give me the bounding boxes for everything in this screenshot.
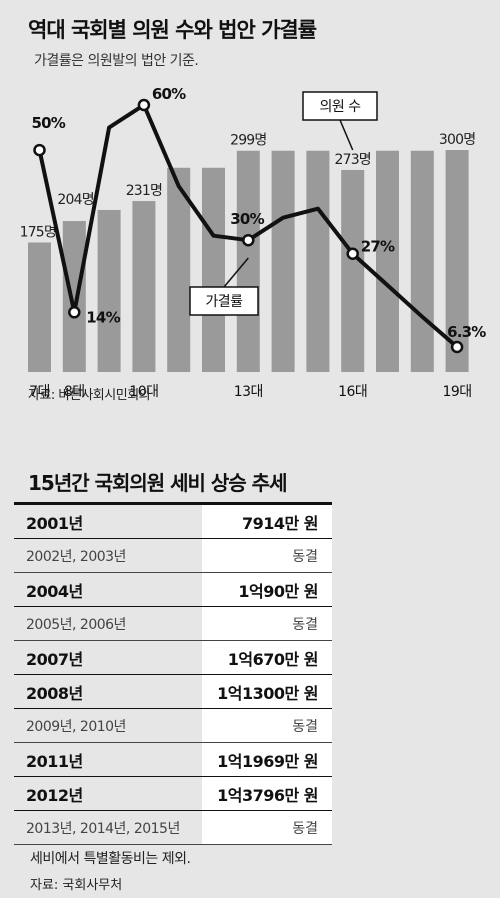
bar-value-label: 273명 xyxy=(334,152,370,168)
line-point xyxy=(450,340,464,354)
bar xyxy=(132,201,156,372)
bar-value-label: 231명 xyxy=(126,183,162,199)
table-row: 2001년 7914만 원 xyxy=(14,505,332,539)
chart-source: 자료: 바른사회시민회의 xyxy=(28,388,151,403)
bar xyxy=(202,167,225,372)
line-point xyxy=(137,98,151,112)
bar xyxy=(271,150,295,372)
combo-chart: 175명 204명 231명 299명 273명 300명 50% 14% 60% 30% 27% 6… xyxy=(20,85,487,400)
bar-value-label: 299명 xyxy=(230,133,266,149)
table-cell-salary: 1억90만 원 xyxy=(202,573,332,606)
table-cell-salary: 7914만 원 xyxy=(202,505,332,538)
bar-callout-box xyxy=(302,91,378,121)
table-row: 2013년, 2014년, 2015년 동결 xyxy=(14,811,332,845)
table-cell-salary: 1억670만 원 xyxy=(202,641,332,674)
table-cell-salary: 동결 xyxy=(202,709,332,742)
bar xyxy=(167,167,191,372)
bar xyxy=(445,150,469,372)
line-callout-leader xyxy=(223,257,249,288)
table-cell-year: 2002년, 2003년 xyxy=(26,548,126,565)
table-row: 2009년, 2010년 동결 xyxy=(14,709,332,743)
chart-subtitle: 가결률은 의원발의 법안 기준. xyxy=(34,53,199,69)
table-cell-salary: 동결 xyxy=(202,607,332,640)
bar xyxy=(341,169,365,372)
table-cell-salary: 1억1300만 원 xyxy=(202,675,332,708)
bar xyxy=(306,150,330,372)
bar xyxy=(28,242,51,372)
table-cell-salary: 동결 xyxy=(202,811,332,844)
bar-value-label: 300명 xyxy=(439,132,475,148)
table-cell-year: 2005년, 2006년 xyxy=(26,616,126,633)
line-callout-box xyxy=(189,286,259,316)
bar-callout-text: 의원 수 xyxy=(319,99,361,115)
x-tick-label: 16대 xyxy=(338,384,367,400)
table-cell-salary: 1억1969만 원 xyxy=(202,743,332,776)
x-tick-label: 10대 xyxy=(129,384,158,400)
line-value-label: 50% xyxy=(32,114,66,132)
line-point xyxy=(346,247,359,260)
salary-table: 2001년 7914만 원 2002년, 2003년 동결 2004년 1억90만 원 20… xyxy=(14,505,332,845)
line-value-label: 14% xyxy=(86,308,120,326)
table-cell-year: 2004년 xyxy=(26,581,83,601)
bar xyxy=(410,150,434,372)
x-tick-label: 7대 xyxy=(29,384,50,400)
table-title: 15년간 국회의원 세비 상승 추세 xyxy=(28,471,287,495)
table-cell-salary: 1억3796만 원 xyxy=(202,777,332,810)
bar xyxy=(376,150,399,372)
table-cell-year: 2008년 xyxy=(26,683,83,703)
table-row: 2005년, 2006년 동결 xyxy=(14,607,332,641)
line-point xyxy=(33,143,46,157)
table-cell-year: 2009년, 2010년 xyxy=(26,718,126,735)
table-cell-year: 2012년 xyxy=(26,785,83,805)
line-point xyxy=(68,306,81,319)
table-cell-salary: 동결 xyxy=(202,539,332,572)
table-row: 2002년, 2003년 동결 xyxy=(14,539,332,573)
line-point xyxy=(242,233,255,247)
chart-title: 역대 국회별 의원 수와 법안 가결률 xyxy=(28,18,317,42)
line-value-label: 27% xyxy=(361,238,395,256)
bar-value-label: 175명 xyxy=(20,225,56,241)
line-callout-text: 가결률 xyxy=(205,294,243,310)
table-row: 2008년 1억1300만 원 xyxy=(14,675,332,709)
x-tick-label: 19대 xyxy=(442,384,471,400)
table-top-rule xyxy=(14,502,332,505)
line-value-label: 30% xyxy=(230,210,264,228)
x-tick-label: 13대 xyxy=(234,384,263,400)
table-cell-year: 2013년, 2014년, 2015년 xyxy=(26,820,180,837)
line-value-label: 6.3% xyxy=(447,323,486,341)
table-row: 2007년 1억670만 원 xyxy=(14,641,332,675)
bar xyxy=(236,150,260,372)
table-source: 자료: 국회사무처 xyxy=(30,878,123,893)
bar xyxy=(97,209,121,372)
bar xyxy=(62,221,86,372)
table-row: 2004년 1억90만 원 xyxy=(14,573,332,607)
bar-value-label: 204명 xyxy=(57,192,93,208)
bar-callout-leader xyxy=(339,119,354,151)
table-cell-year: 2007년 xyxy=(26,649,83,669)
x-tick-label: 8대 xyxy=(64,384,85,400)
table-cell-year: 2001년 xyxy=(26,513,83,533)
table-row: 2012년 1억3796만 원 xyxy=(14,777,332,811)
table-note: 세비에서 특별활동비는 제외. xyxy=(30,851,191,867)
table-row: 2011년 1억1969만 원 xyxy=(14,743,332,777)
table-cell-year: 2011년 xyxy=(26,751,83,771)
line-value-label: 60% xyxy=(152,85,186,103)
